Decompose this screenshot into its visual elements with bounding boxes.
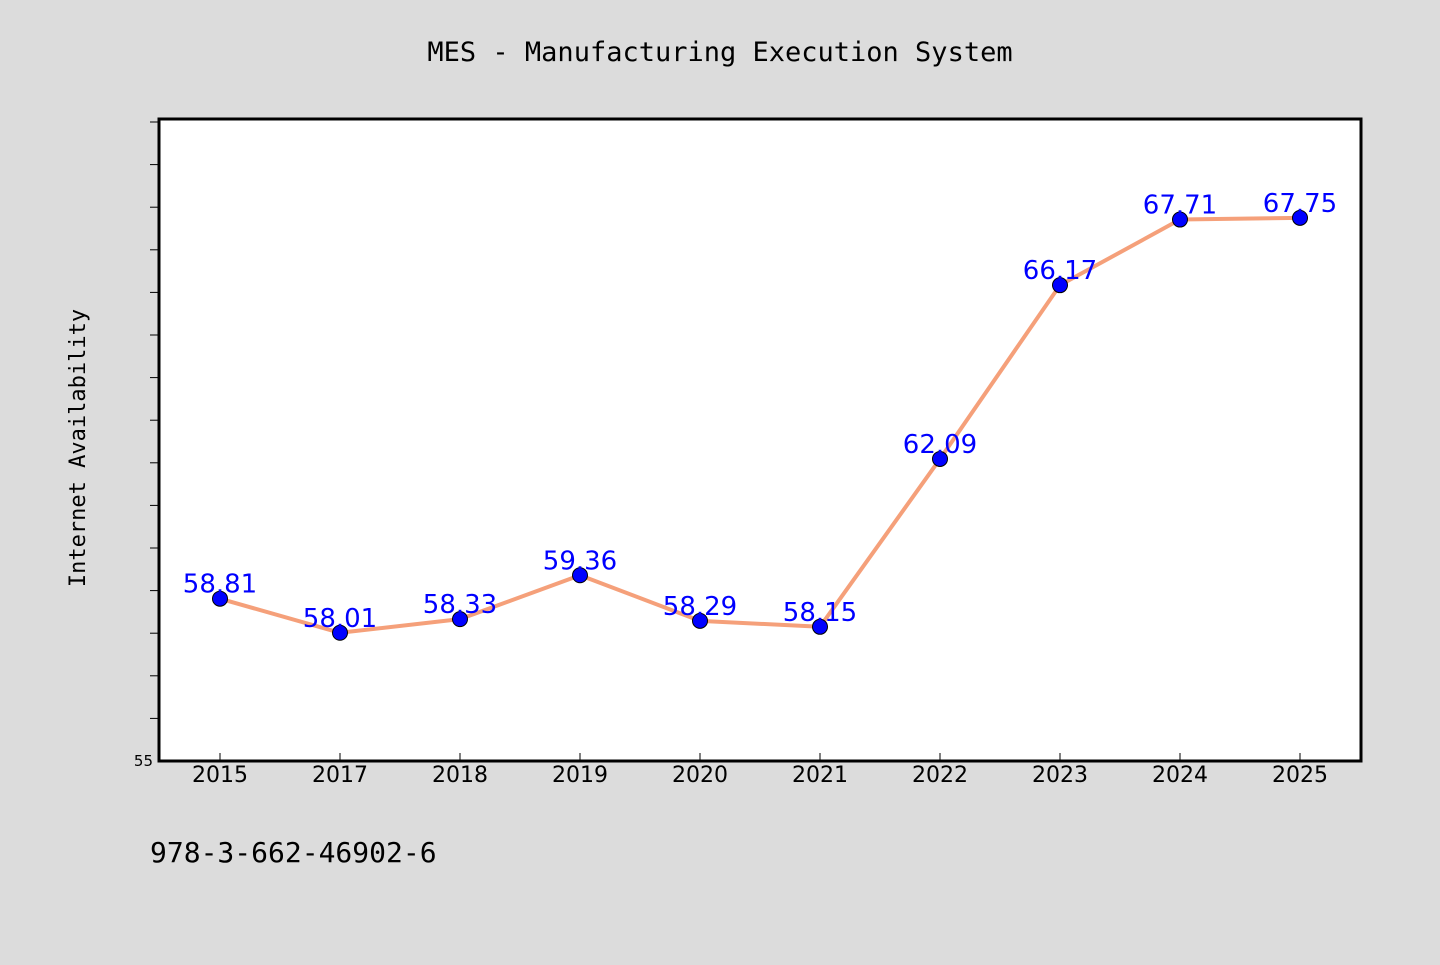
x-tick-label: 2025: [1272, 763, 1328, 788]
data-point-marker: [212, 590, 228, 607]
plot-area: [157, 117, 1363, 763]
data-value-label: 67.71: [1143, 191, 1217, 221]
x-tick-label: 2020: [672, 763, 728, 788]
data-point-marker: [572, 567, 588, 584]
y-axis-label: Internet Availability: [66, 309, 91, 587]
x-tick-label: 2023: [1032, 763, 1088, 788]
data-point-marker: [1172, 211, 1188, 228]
x-axis-ticks: 2015 2017 2018 2019 2020 2021 2022 2023 2024 2025: [192, 753, 1328, 788]
data-point-marker: [332, 624, 348, 641]
x-tick-label: 2022: [912, 763, 968, 788]
data-value-label: 66.17: [1023, 256, 1097, 286]
data-point-marker: [692, 612, 708, 629]
y-tick-label: 55: [134, 752, 153, 770]
data-point-marker: [452, 611, 468, 628]
data-value-label: 67.75: [1263, 189, 1337, 219]
x-tick-label: 2019: [552, 763, 608, 788]
series-line: [218, 215, 1302, 635]
data-point-marker: [812, 618, 828, 635]
data-value-label: 58.81: [183, 570, 257, 600]
y-axis-ticks: 55: [134, 121, 159, 770]
x-tick-label: 2017: [312, 763, 368, 788]
data-point-marker: [1292, 209, 1308, 226]
data-value-label: 58.33: [423, 590, 497, 620]
x-tick-label: 2015: [192, 763, 248, 788]
data-markers: [212, 209, 1308, 641]
data-value-label: 58.01: [303, 604, 377, 634]
data-value-label: 58.29: [663, 592, 737, 622]
x-tick-label: 2021: [792, 763, 848, 788]
data-value-label: 58.15: [783, 598, 857, 628]
x-tick-label: 2024: [1152, 763, 1208, 788]
x-tick-label: 2018: [432, 763, 488, 788]
data-value-label: 62.09: [903, 430, 977, 460]
isbn-footer: 978-3-662-46902-6: [150, 836, 437, 869]
data-value-label: 59.36: [543, 546, 617, 576]
chart-title: MES - Manufacturing Execution System: [427, 37, 1012, 68]
data-point-marker: [1052, 277, 1068, 294]
data-point-marker: [932, 450, 948, 467]
data-labels: 58.81 58.01 58.33 59.36 58.29 58.15 62.09 66.17…: [183, 189, 1337, 634]
